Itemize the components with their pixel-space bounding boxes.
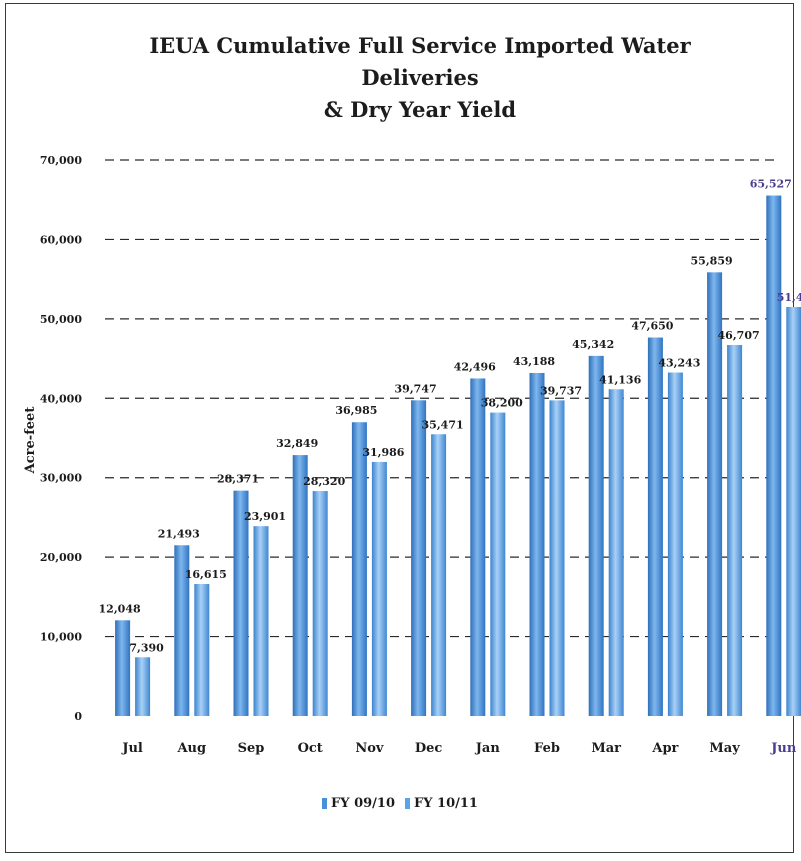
bar-fy1011 — [549, 400, 565, 716]
y-tick-label: 20,000 — [40, 551, 82, 564]
bar-fy1011 — [608, 389, 624, 716]
data-label: 41,136 — [599, 373, 641, 386]
x-tick-label: Jun — [770, 741, 797, 756]
bar-fy0910 — [529, 372, 545, 716]
bar-fy0910 — [470, 378, 486, 716]
y-tick-label: 70,000 — [40, 154, 82, 167]
data-label: 23,901 — [244, 510, 286, 523]
bar-fy1011 — [135, 657, 151, 716]
bar-fy0910 — [647, 337, 663, 716]
x-tick-label: Nov — [355, 741, 384, 756]
bars — [115, 195, 801, 717]
data-label: 55,859 — [691, 254, 733, 267]
x-tick-label: Jan — [475, 741, 501, 756]
data-label: 46,707 — [718, 329, 760, 342]
bar-fy0910 — [115, 620, 131, 716]
data-label: 28,320 — [303, 475, 345, 488]
data-label: 12,048 — [99, 602, 141, 615]
y-tick-label: 60,000 — [40, 233, 82, 246]
data-label: 65,527 — [750, 178, 792, 191]
x-tick-label: Aug — [176, 741, 206, 756]
legend-label-fy1011: FY 10/11 — [414, 796, 478, 811]
data-label: 32,849 — [276, 437, 318, 450]
bar-fy1011 — [431, 434, 447, 716]
bar-fy1011 — [490, 412, 506, 716]
data-labels: 12,048 7,390 21,493 16,615 28,371 23,901 32,84… — [99, 178, 801, 655]
y-tick-label: 10,000 — [40, 631, 82, 644]
data-label: 31,986 — [362, 446, 404, 459]
data-label: 39,737 — [540, 384, 582, 397]
data-label: 35,471 — [422, 418, 464, 431]
x-tick-label: May — [709, 741, 740, 756]
legend: FY 09/10 FY 10/11 — [300, 796, 500, 811]
data-label: 7,390 — [129, 641, 164, 654]
x-tick-label: Jul — [121, 741, 143, 756]
data-label: 45,342 — [572, 338, 614, 351]
data-label: 38,200 — [481, 397, 523, 410]
x-tick-label: Feb — [534, 741, 560, 756]
data-label: 43,188 — [513, 355, 555, 368]
data-label: 51,491 — [777, 291, 801, 304]
data-label: 43,243 — [658, 357, 700, 370]
bar-fy0910 — [292, 455, 308, 716]
y-axis-label: Acre-feet — [23, 407, 38, 475]
y-tick-label: 40,000 — [40, 392, 82, 405]
bar-fy0910 — [174, 545, 190, 716]
legend-swatch-fy1011 — [405, 798, 410, 809]
x-tick-label: Apr — [651, 741, 678, 756]
chart-title-line-2: & Dry Year Yield — [323, 97, 517, 122]
data-label: 39,747 — [395, 382, 437, 395]
bar-fy0910 — [411, 400, 427, 716]
x-tick-label: Mar — [591, 741, 621, 756]
chart-title: IEUA Cumulative Full Service Imported Wa… — [120, 30, 720, 126]
bar-fy1011 — [371, 461, 387, 716]
data-label: 28,371 — [217, 473, 259, 486]
bar-fy0910 — [588, 355, 604, 716]
bar-fy0910 — [766, 195, 782, 717]
data-label: 36,985 — [335, 404, 377, 417]
data-label: 47,650 — [631, 320, 673, 333]
x-tick-label: Dec — [415, 741, 443, 756]
x-tick-label: Sep — [238, 741, 265, 756]
data-label: 42,496 — [454, 360, 496, 373]
legend-item-fy1011: FY 10/11 — [405, 796, 478, 811]
bar-fy1011 — [667, 372, 683, 716]
legend-label-fy0910: FY 09/10 — [331, 796, 395, 811]
bar-fy1011 — [727, 345, 743, 716]
bar-fy0910 — [351, 422, 367, 716]
bar-fy1011 — [786, 307, 801, 716]
x-tick-label: Oct — [298, 741, 323, 756]
legend-item-fy0910: FY 09/10 — [322, 796, 395, 811]
bar-fy0910 — [233, 490, 249, 716]
bar-fy0910 — [707, 272, 723, 716]
x-axis-ticks: Jul Aug Sep Oct Nov Dec Jan Feb Mar Apr May Jun — [121, 741, 797, 756]
bar-fy1011 — [312, 491, 328, 716]
bar-fy1011 — [194, 584, 210, 716]
bar-fy1011 — [253, 526, 269, 716]
data-label: 16,615 — [185, 568, 227, 581]
y-axis-ticks: 0 10,000 20,000 30,000 40,000 50,000 60,000 70,… — [40, 154, 82, 723]
data-label: 21,493 — [158, 527, 200, 540]
y-tick-label: 50,000 — [40, 313, 82, 326]
y-tick-label: 0 — [74, 710, 82, 723]
legend-swatch-fy0910 — [322, 798, 328, 809]
chart-title-line-1: IEUA Cumulative Full Service Imported Wa… — [149, 33, 691, 90]
y-tick-label: 30,000 — [40, 472, 82, 485]
